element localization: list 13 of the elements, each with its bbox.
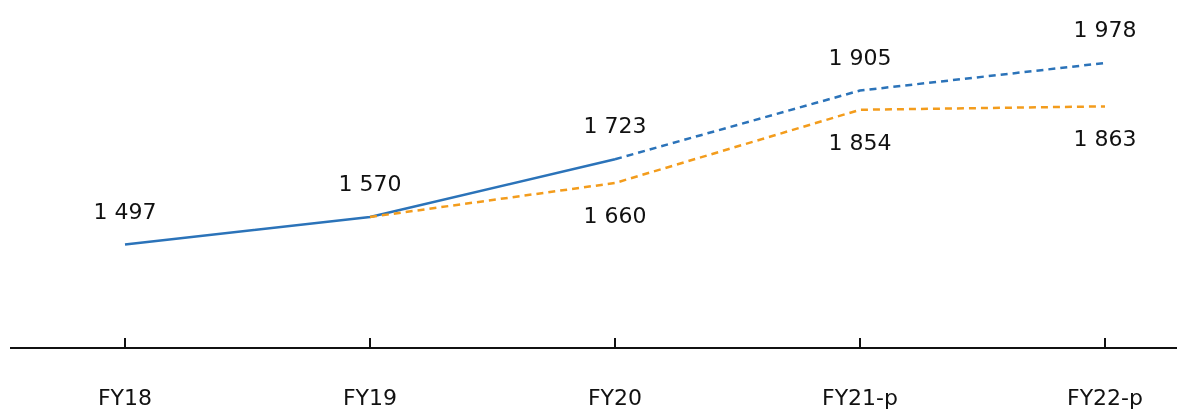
x-tick-label: FY22-p (1067, 385, 1143, 410)
data-label: 1 905 (828, 44, 892, 70)
data-label: 1 570 (338, 170, 402, 196)
data-label: 1 854 (828, 129, 892, 155)
x-tick-label: FY19 (342, 385, 398, 410)
data-label: 1 497 (93, 198, 157, 224)
x-tick-label: FY20 (587, 385, 643, 410)
x-tick-label: FY21-p (822, 385, 898, 410)
data-label: 1 660 (583, 203, 647, 229)
data-label: 1 863 (1073, 126, 1137, 152)
data-label: 1 978 (1073, 17, 1137, 42)
x-tick-label: FY18 (97, 385, 153, 410)
data-label: 1 723 (583, 113, 647, 139)
